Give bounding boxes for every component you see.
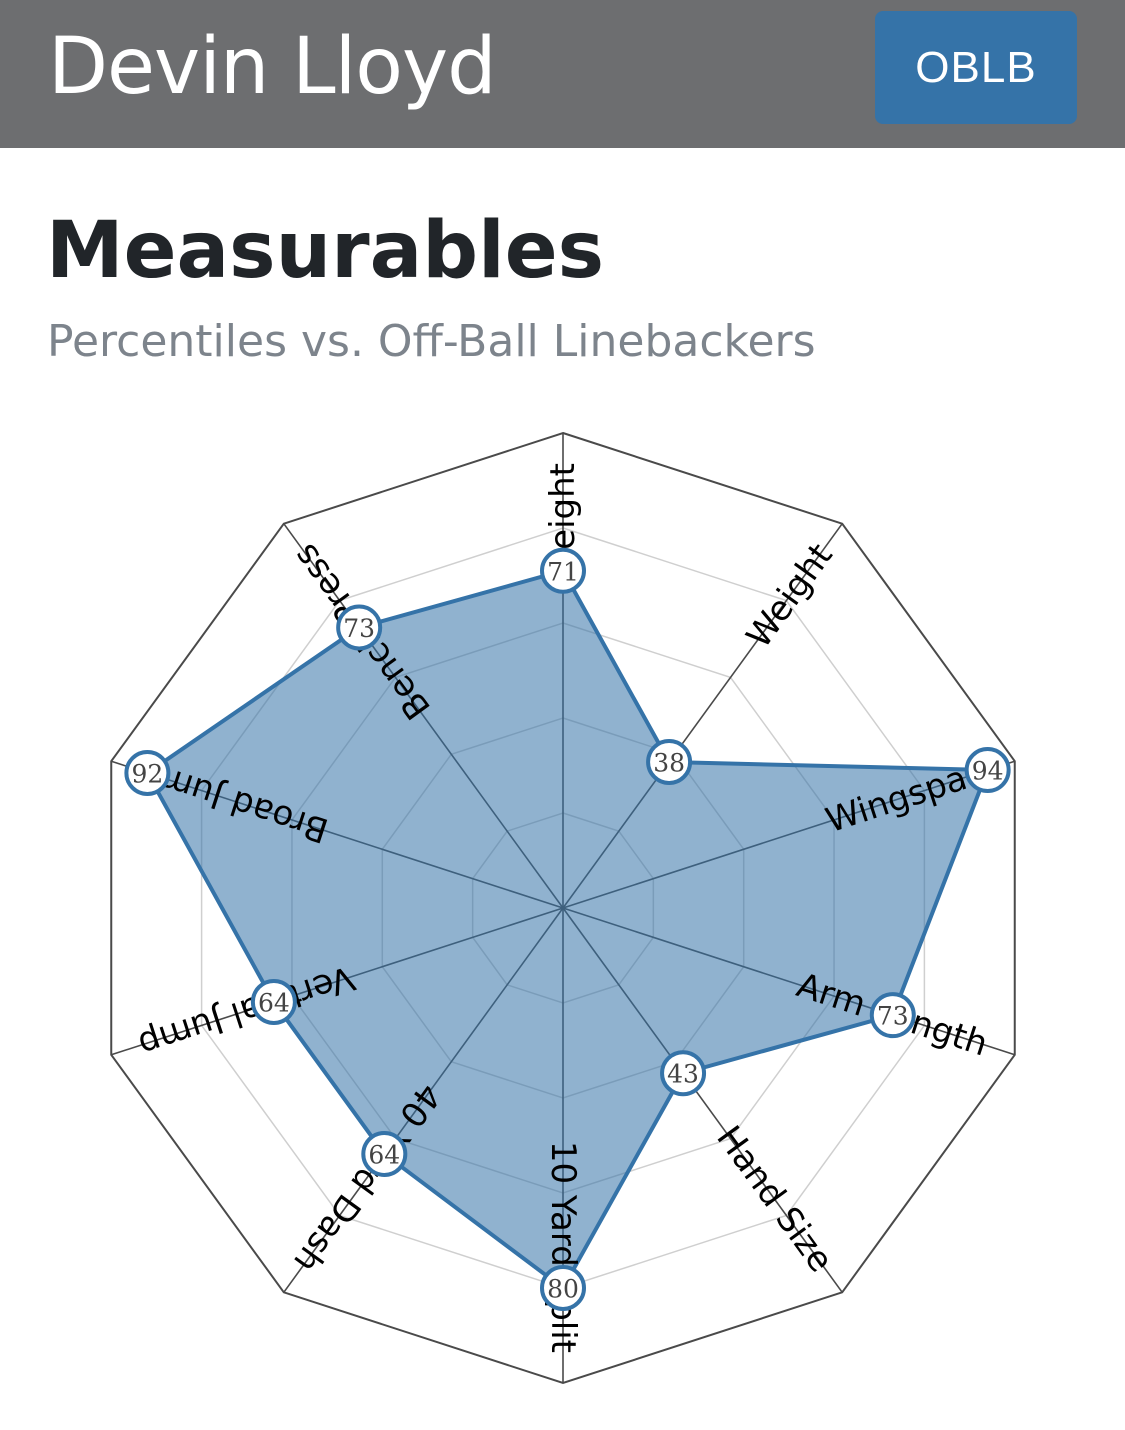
radar-point (660, 1050, 707, 1097)
radar-point-label: 94 (972, 757, 1004, 786)
radar-point (540, 1265, 586, 1311)
radar-point-label: 38 (653, 748, 685, 777)
radar-point-label: 64 (368, 1140, 400, 1169)
header-bar: Devin Lloyd OBLB (0, 0, 1125, 148)
radar-point (964, 747, 1011, 794)
radar-point-label: 80 (547, 1275, 579, 1304)
radar-axis-label: Hand Size (708, 1119, 840, 1280)
radar-point-label: 71 (547, 557, 579, 586)
radar-point (646, 738, 693, 785)
radar-point-label: 73 (343, 614, 375, 643)
radar-point (361, 1130, 408, 1177)
position-button[interactable]: OBLB (875, 11, 1077, 124)
radar-axis-label: 10 Yard Split (543, 1141, 583, 1353)
radar-points: 71 38 94 73 43 80 64 64 92 73 (124, 547, 1011, 1311)
radar-point-label: 64 (258, 988, 290, 1017)
section-subtitle: Percentiles vs. Off-Ball Linebackers (47, 316, 816, 367)
radar-point (336, 604, 383, 651)
radar-point (124, 749, 171, 796)
radar-point-label: 43 (667, 1060, 699, 1089)
radar-point (250, 978, 297, 1025)
radar-axis-label: Weight (739, 536, 841, 655)
player-name: Devin Lloyd (48, 22, 497, 112)
radar-point-label: 73 (877, 1002, 909, 1031)
radar-point (869, 992, 916, 1039)
radar-point (540, 547, 586, 594)
radar-point-label: 92 (131, 759, 163, 788)
section-title: Measurables (46, 206, 605, 296)
